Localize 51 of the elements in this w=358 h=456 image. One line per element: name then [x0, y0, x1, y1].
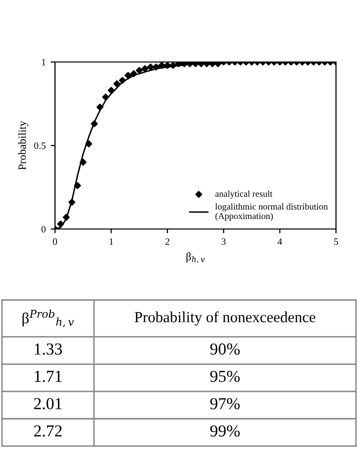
point [158, 62, 166, 69]
text: 97% [210, 398, 240, 410]
y-tick-label: 0 [41, 226, 46, 232]
text: 1.71 [34, 370, 62, 382]
x-tick-label: 4 [278, 238, 282, 245]
point [152, 64, 160, 70]
point [124, 72, 132, 79]
legend-label: analytical result [215, 190, 272, 199]
point [186, 62, 194, 68]
y-tick-label: 1 [42, 58, 46, 66]
point [136, 66, 143, 74]
point [90, 120, 98, 128]
point [214, 62, 222, 68]
point [113, 80, 120, 88]
text: Probability of nonexceedence [134, 311, 316, 326]
text: 99% [210, 425, 240, 437]
point [198, 62, 205, 68]
point [208, 62, 216, 68]
text: 2.01 [34, 398, 62, 410]
text: 90% [210, 343, 240, 355]
point [170, 62, 176, 69]
point [102, 94, 110, 101]
legend-label: logalithmic normal distribution (Appoximation) [215, 203, 328, 221]
point [108, 86, 115, 94]
point [180, 62, 188, 68]
point [147, 64, 154, 70]
point [118, 76, 126, 84]
point [164, 62, 171, 69]
point [80, 158, 87, 166]
point [68, 198, 76, 206]
x-tick-label: 3 [222, 238, 226, 245]
point [130, 70, 138, 78]
point [192, 62, 199, 68]
x-axis-title: β$_{h,v}$ [186, 252, 205, 264]
point [74, 182, 81, 190]
y-axis-title: Probability [18, 120, 28, 170]
point [57, 220, 64, 228]
x-tick-label: 2 [165, 238, 170, 245]
point [62, 214, 70, 221]
x-tick-label: 1 [110, 238, 114, 245]
text: β$^{Prob}$$_{h,v}$ [22, 310, 74, 328]
point [96, 104, 104, 111]
x-tick-label: 0 [52, 238, 58, 245]
text: 95% [210, 370, 240, 382]
point [141, 65, 148, 72]
y-tick-label: 0.5 [34, 142, 46, 150]
text: 2.72 [34, 425, 62, 437]
x-tick-label: 5 [334, 238, 338, 245]
text: 1.33 [34, 343, 62, 355]
point [85, 140, 92, 148]
point [175, 62, 182, 68]
